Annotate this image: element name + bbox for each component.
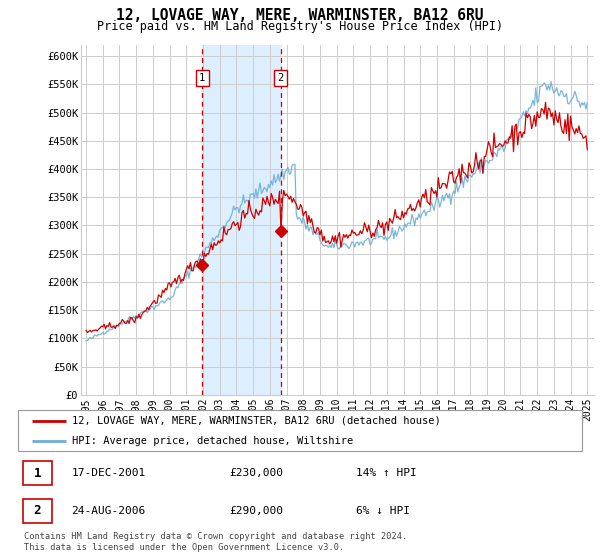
Text: HPI: Average price, detached house, Wiltshire: HPI: Average price, detached house, Wilt… — [71, 436, 353, 446]
Text: 17-DEC-2001: 17-DEC-2001 — [71, 468, 146, 478]
FancyBboxPatch shape — [23, 461, 52, 485]
Text: 2: 2 — [277, 73, 284, 83]
Text: 6% ↓ HPI: 6% ↓ HPI — [356, 506, 410, 516]
FancyBboxPatch shape — [18, 410, 582, 451]
Text: Contains HM Land Registry data © Crown copyright and database right 2024.
This d: Contains HM Land Registry data © Crown c… — [24, 532, 407, 552]
Text: 24-AUG-2006: 24-AUG-2006 — [71, 506, 146, 516]
Text: 12, LOVAGE WAY, MERE, WARMINSTER, BA12 6RU: 12, LOVAGE WAY, MERE, WARMINSTER, BA12 6… — [116, 8, 484, 24]
Text: 14% ↑ HPI: 14% ↑ HPI — [356, 468, 417, 478]
FancyBboxPatch shape — [23, 500, 52, 522]
Text: 1: 1 — [199, 73, 205, 83]
Text: 12, LOVAGE WAY, MERE, WARMINSTER, BA12 6RU (detached house): 12, LOVAGE WAY, MERE, WARMINSTER, BA12 6… — [71, 416, 440, 426]
Text: £230,000: £230,000 — [229, 468, 284, 478]
Bar — [202, 45, 281, 395]
Text: Price paid vs. HM Land Registry's House Price Index (HPI): Price paid vs. HM Land Registry's House … — [97, 20, 503, 32]
Text: 2: 2 — [34, 505, 41, 517]
Text: 1: 1 — [34, 466, 41, 480]
Text: £290,000: £290,000 — [229, 506, 284, 516]
